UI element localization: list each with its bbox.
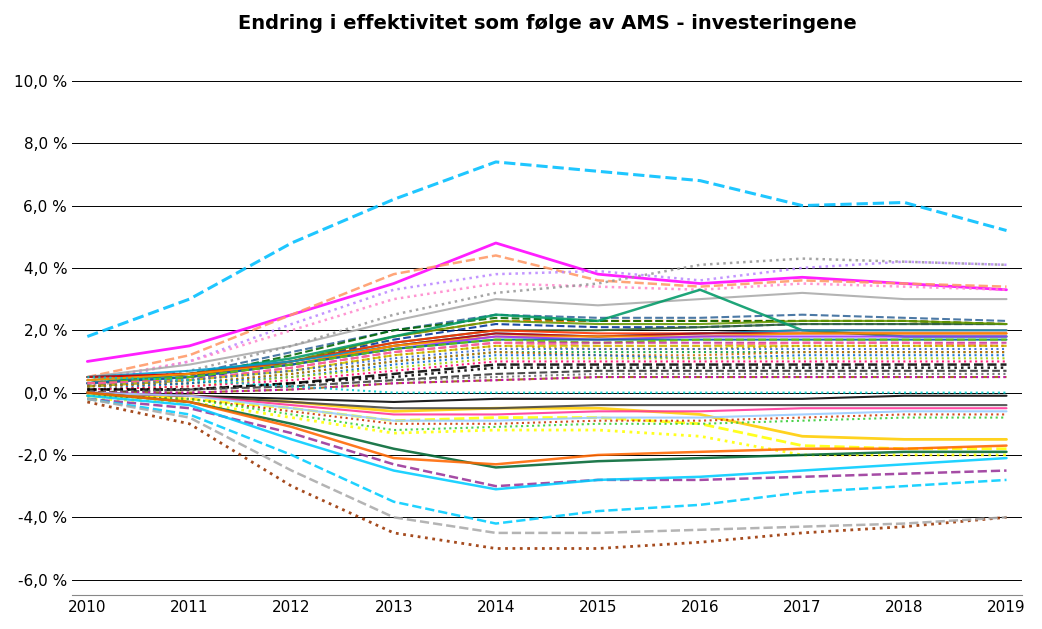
Title: Endring i effektivitet som følge av AMS - investeringene: Endring i effektivitet som følge av AMS … [238,14,857,33]
